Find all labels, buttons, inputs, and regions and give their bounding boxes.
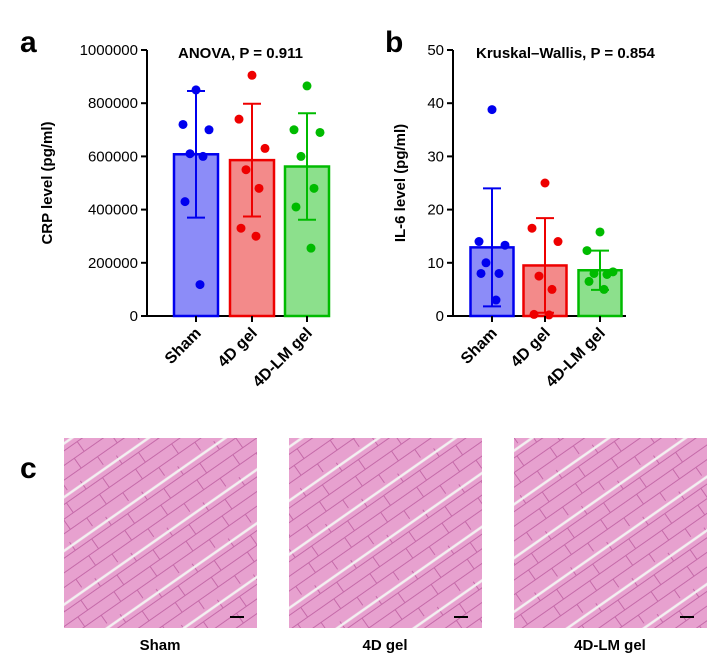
data-point [582,246,592,256]
y-tick-label: 1000000 [80,42,138,59]
y-tick-label: 0 [130,308,138,325]
data-point [491,295,501,305]
data-point [529,309,539,319]
data-point [527,223,537,233]
data-point [602,270,612,280]
category-label: Sham [162,325,205,368]
data-point [315,127,325,137]
panel-letter-a: a [20,26,37,59]
y-tick-label: 20 [427,202,444,219]
data-point [178,119,188,129]
data-point [191,85,201,95]
y-tick-label: 200000 [88,255,138,272]
data-point [251,231,261,241]
histology-image-sham [64,438,257,628]
y-axis-title: CRP level (pg/ml) [39,121,56,244]
histology-image-4d-lm-gel [514,438,707,628]
data-point [487,105,497,115]
y-tick-label: 10 [427,255,444,272]
data-point [180,197,190,207]
chart-crp: CRP level (pg/ml) ANOVA, P = 0.911 0 2000… [39,42,331,391]
data-point [260,143,270,153]
data-point [195,280,205,290]
data-point [254,183,264,193]
data-point [500,240,510,250]
data-point [599,284,609,294]
data-point [289,125,299,135]
data-point [584,276,594,286]
data-point [306,243,316,253]
data-point [553,237,563,247]
data-point [241,165,251,175]
y-tick-label: 40 [427,95,444,112]
data-point [476,268,486,278]
histology-label-4d-lm-gel: 4D-LM gel [574,637,646,654]
category-label: 4D gel [508,325,554,371]
category-label: Sham [458,325,501,368]
data-point [494,268,504,278]
data-point [547,284,557,294]
data-point [540,178,550,188]
data-point [544,310,554,320]
category-label: 4D-LM gel [543,325,609,391]
data-point [291,202,301,212]
histology-image-4d-gel [289,438,482,628]
data-point [534,271,544,281]
category-label: 4D gel [215,325,261,371]
chart-il6: IL-6 level (pg/ml) Kruskal–Wallis, P = 0… [392,42,656,391]
data-point [589,268,599,278]
data-point [234,114,244,124]
y-tick-label: 30 [427,148,444,165]
data-point [595,227,605,237]
y-tick-label: 400000 [88,202,138,219]
panel-letter-c: c [20,452,37,485]
stat-annotation: Kruskal–Wallis, P = 0.854 [476,45,656,62]
panel-letter-b: b [385,26,403,59]
category-label: 4D-LM gel [250,325,316,391]
y-tick-label: 0 [436,308,444,325]
data-point [481,258,491,268]
histology-label-4d-gel: 4D gel [362,637,407,654]
data-point [185,149,195,159]
data-point [204,125,214,135]
histology-label-sham: Sham [140,637,181,654]
data-point [296,151,306,161]
y-axis-title: IL-6 level (pg/ml) [392,124,409,242]
data-point [247,70,257,80]
data-point [236,223,246,233]
data-point [302,81,312,91]
stat-annotation: ANOVA, P = 0.911 [178,45,303,62]
y-tick-label: 600000 [88,148,138,165]
data-point [198,151,208,161]
data-point [309,183,319,193]
y-tick-label: 800000 [88,95,138,112]
y-tick-label: 50 [427,42,444,59]
data-point [474,237,484,247]
